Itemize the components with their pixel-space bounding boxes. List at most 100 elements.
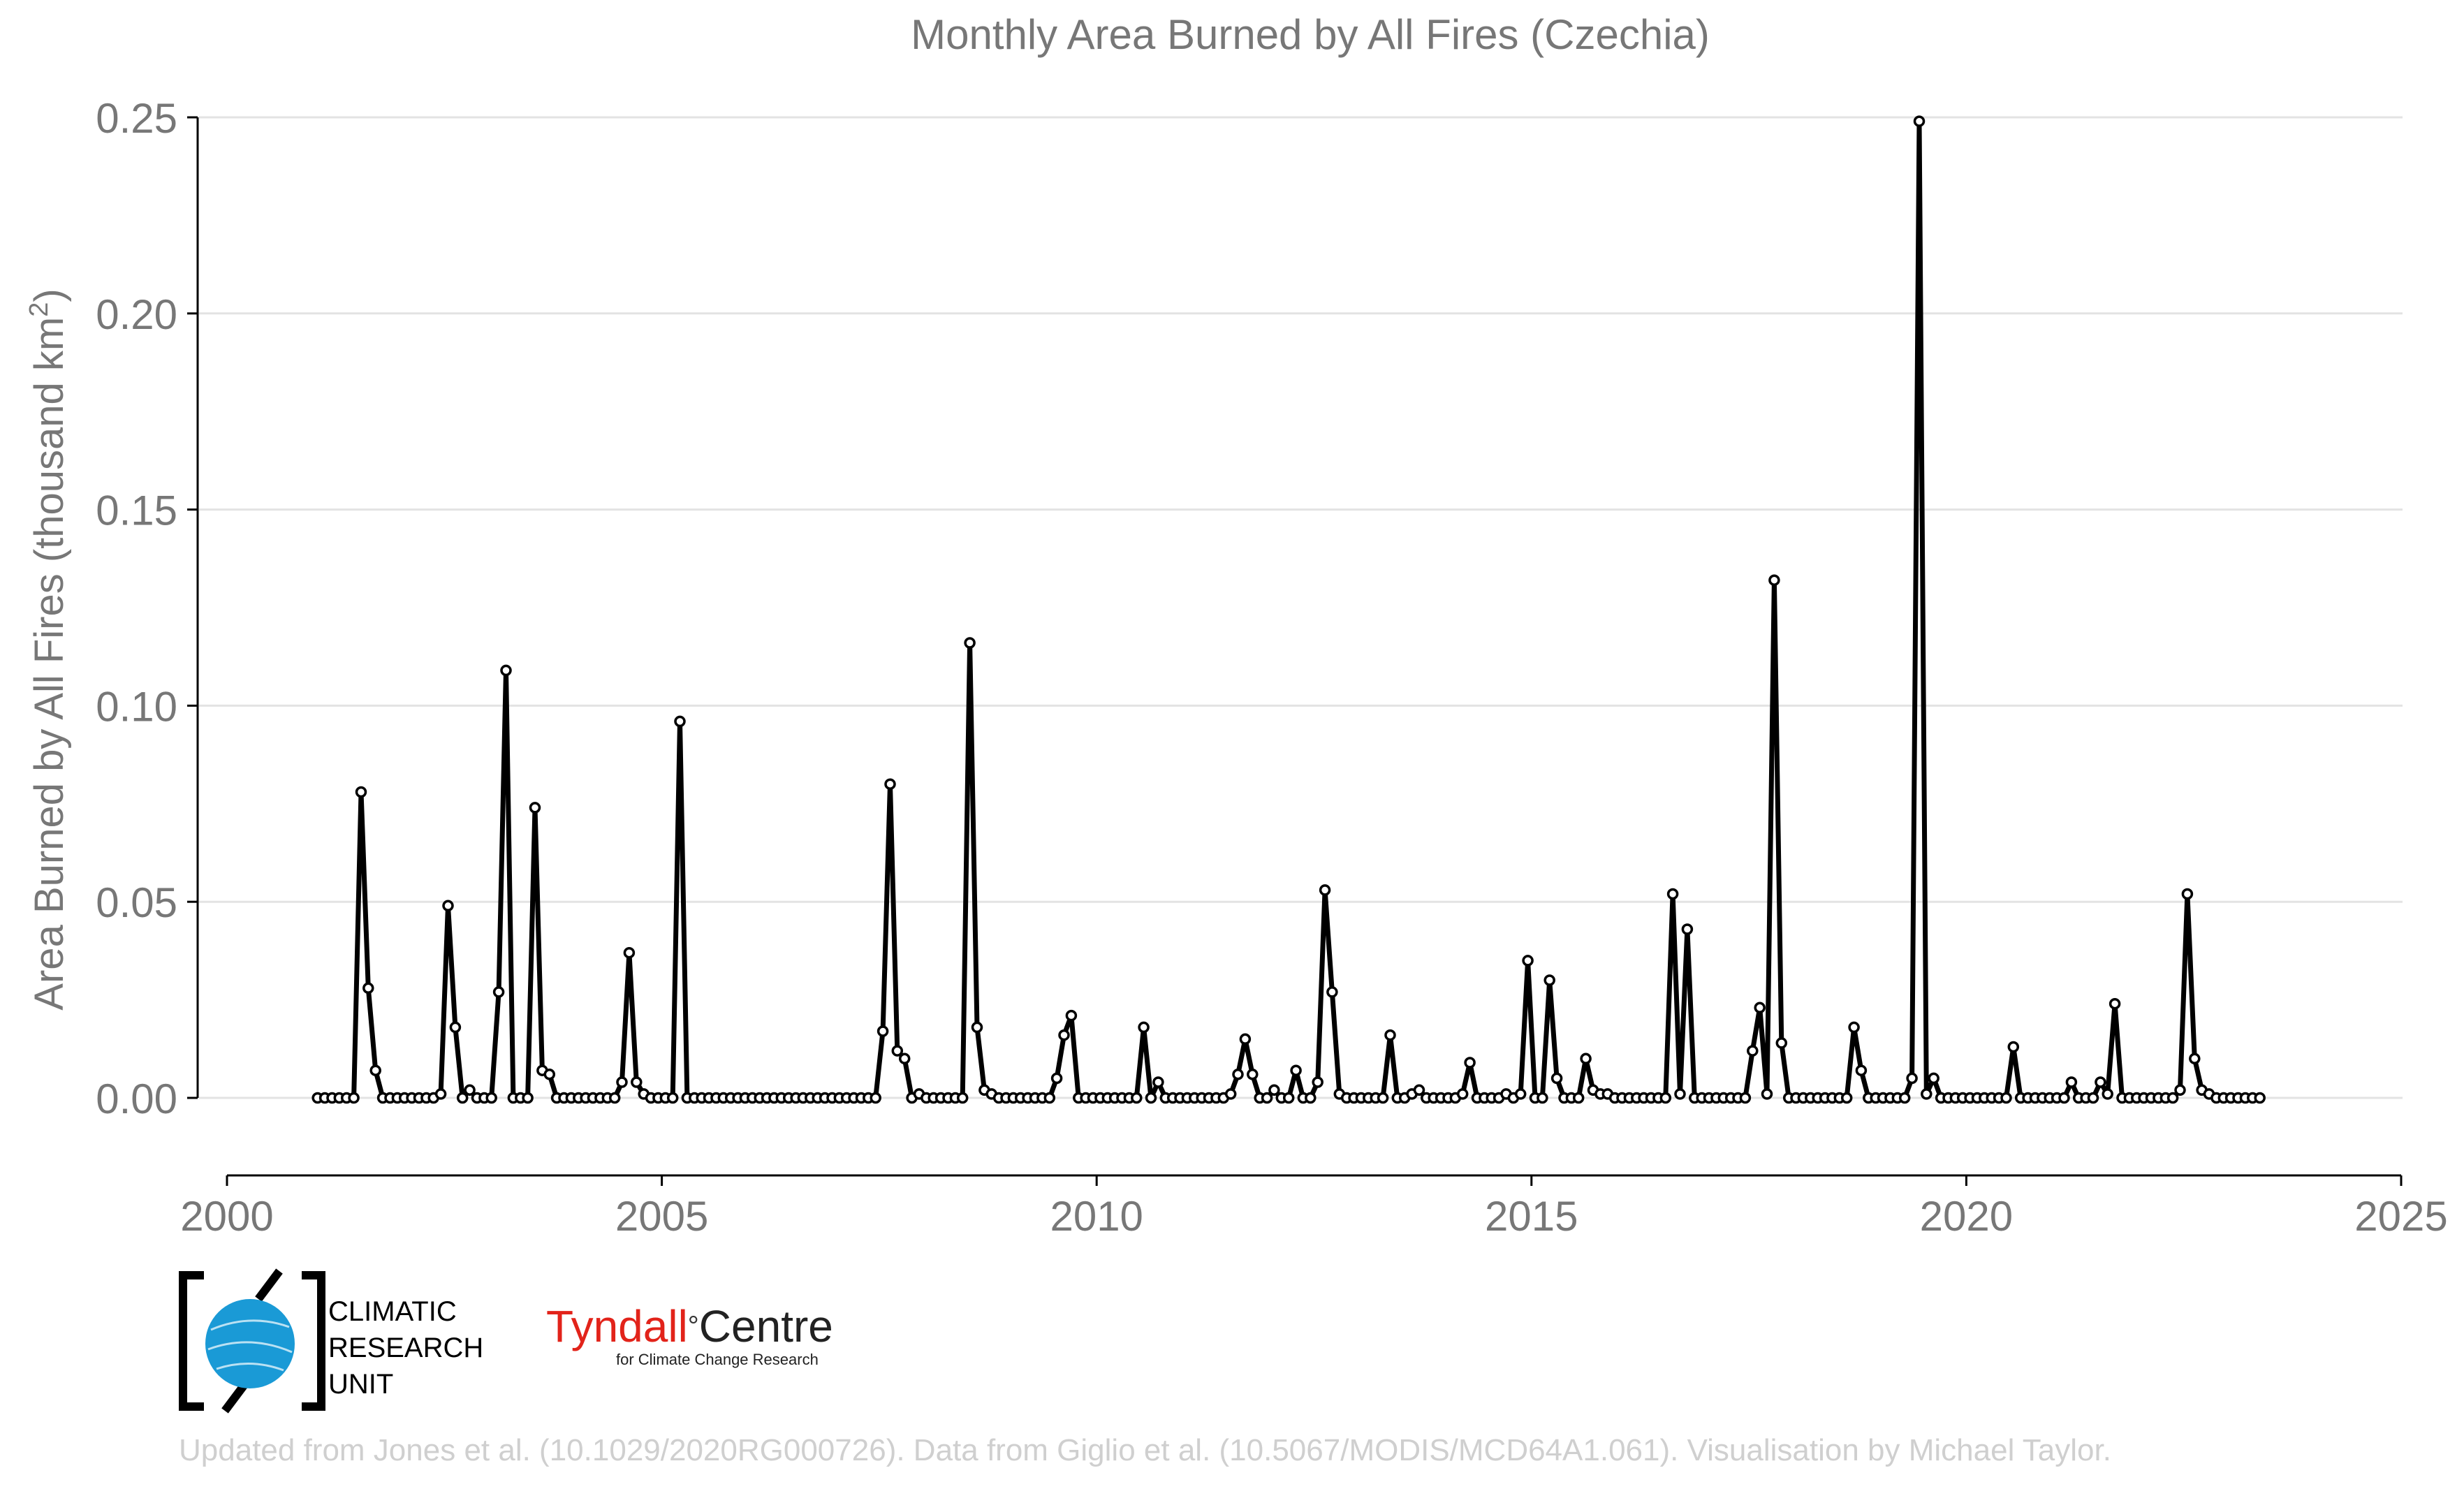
data-point [2174, 1084, 2186, 1096]
data-point [456, 1092, 469, 1104]
data-point [1224, 1088, 1237, 1100]
data-point [1840, 1092, 1853, 1104]
data-point [1572, 1092, 1585, 1104]
data-point [631, 1076, 643, 1088]
data-point [1761, 1088, 1773, 1100]
data-point [1681, 923, 1694, 935]
data-point [2181, 888, 2194, 900]
data-point [964, 637, 976, 649]
data-point [1145, 1092, 1157, 1104]
x-tick-label: 2020 [1920, 1193, 2013, 1240]
cru-line: CLIMATIC [328, 1296, 457, 1327]
tyndall-logo: Tyndall°Centre for Climate Change Resear… [546, 1302, 833, 1369]
y-tick-label: 0.25 [96, 95, 177, 142]
data-point [1261, 1092, 1273, 1104]
data-point [1268, 1084, 1280, 1096]
data-point [500, 664, 512, 677]
data-point [1537, 1092, 1548, 1104]
data-point [543, 1069, 556, 1080]
data-point [2189, 1052, 2201, 1065]
data-point [898, 1052, 911, 1065]
credit-line: Updated from Jones et al. (10.1029/2020R… [179, 1433, 2111, 1467]
data-point [891, 1045, 904, 1057]
data-point [1913, 115, 1926, 127]
data-point [1305, 1092, 1317, 1104]
y-axis-label: Area Burned by All Fires (thousand km2) [24, 288, 72, 1010]
data-point [616, 1076, 628, 1088]
data-point [1543, 974, 1555, 986]
data-point [1550, 1072, 1563, 1085]
tyndall-logo-subtitle: for Climate Change Research [616, 1351, 819, 1368]
data-point [884, 778, 896, 790]
y-tick-label: 0.00 [96, 1076, 177, 1122]
data-point [1747, 1045, 1759, 1057]
tyndall-logo-degree: ° [687, 1311, 699, 1342]
data-point [355, 786, 367, 798]
data-point [1138, 1021, 1150, 1034]
data-point [1065, 1009, 1078, 1022]
data-point [1131, 1092, 1143, 1104]
data-point [1775, 1037, 1788, 1049]
data-point [1043, 1092, 1056, 1104]
data-point [1906, 1072, 1918, 1085]
data-point [442, 900, 454, 912]
data-point [1464, 1057, 1476, 1069]
data-point [2058, 1092, 2070, 1104]
x-tick-label: 2000 [180, 1193, 273, 1240]
cru-line: UNIT [328, 1369, 394, 1400]
data-point [1928, 1072, 1939, 1085]
data-point [877, 1025, 889, 1037]
data-point [1312, 1076, 1323, 1088]
data-point [971, 1021, 983, 1034]
tyndall-logo-red: Tyndall [546, 1301, 688, 1351]
data-point [492, 986, 505, 998]
data-point [1377, 1092, 1389, 1104]
data-point [1739, 1092, 1752, 1104]
data-point [1413, 1084, 1425, 1096]
data-point [1247, 1069, 1259, 1080]
data-point [485, 1092, 497, 1104]
data-point [2102, 1088, 2113, 1100]
y-tick-label: 0.05 [96, 879, 177, 926]
data-point [2109, 997, 2121, 1010]
data-point [529, 802, 541, 814]
data-point [674, 715, 686, 728]
data-point [956, 1092, 969, 1104]
x-tick-label: 2010 [1050, 1193, 1143, 1240]
data-point [2007, 1041, 2020, 1053]
cru-logo-icon [179, 1268, 325, 1414]
data-point [623, 946, 636, 959]
x-tick-label: 2015 [1485, 1193, 1578, 1240]
data-point [1326, 986, 1338, 998]
data-point [1580, 1052, 1592, 1065]
data-point [434, 1088, 447, 1100]
data-point [1290, 1064, 1302, 1076]
data-point [464, 1084, 476, 1096]
data-point [1282, 1092, 1295, 1104]
data-point [1058, 1029, 1070, 1041]
data-point [1754, 1002, 1766, 1014]
y-tick-label: 0.10 [96, 683, 177, 730]
x-tick-label: 2025 [2354, 1193, 2447, 1240]
cru-logo-text: CLIMATIC RESEARCH UNIT [328, 1293, 483, 1402]
y-tick-label: 0.15 [96, 487, 177, 534]
data-point [2000, 1092, 2012, 1104]
data-point [1666, 888, 1679, 900]
data-point [1855, 1064, 1868, 1076]
data-point [1898, 1092, 1911, 1104]
data-point [1384, 1029, 1396, 1041]
data-point [2095, 1076, 2106, 1088]
data-point [2065, 1076, 2078, 1088]
data-point [362, 982, 374, 995]
data-point [1152, 1076, 1164, 1088]
chart-title: Monthly Area Burned by All Fires (Czechi… [911, 11, 1710, 58]
y-tick-label: 0.20 [96, 291, 177, 338]
data-point [1050, 1072, 1063, 1085]
data-point [1768, 574, 1780, 586]
data-point [1456, 1088, 1469, 1100]
data-point [1659, 1092, 1672, 1104]
data-point [2166, 1092, 2179, 1104]
data-point [1848, 1021, 1860, 1034]
axes [187, 116, 2403, 1186]
